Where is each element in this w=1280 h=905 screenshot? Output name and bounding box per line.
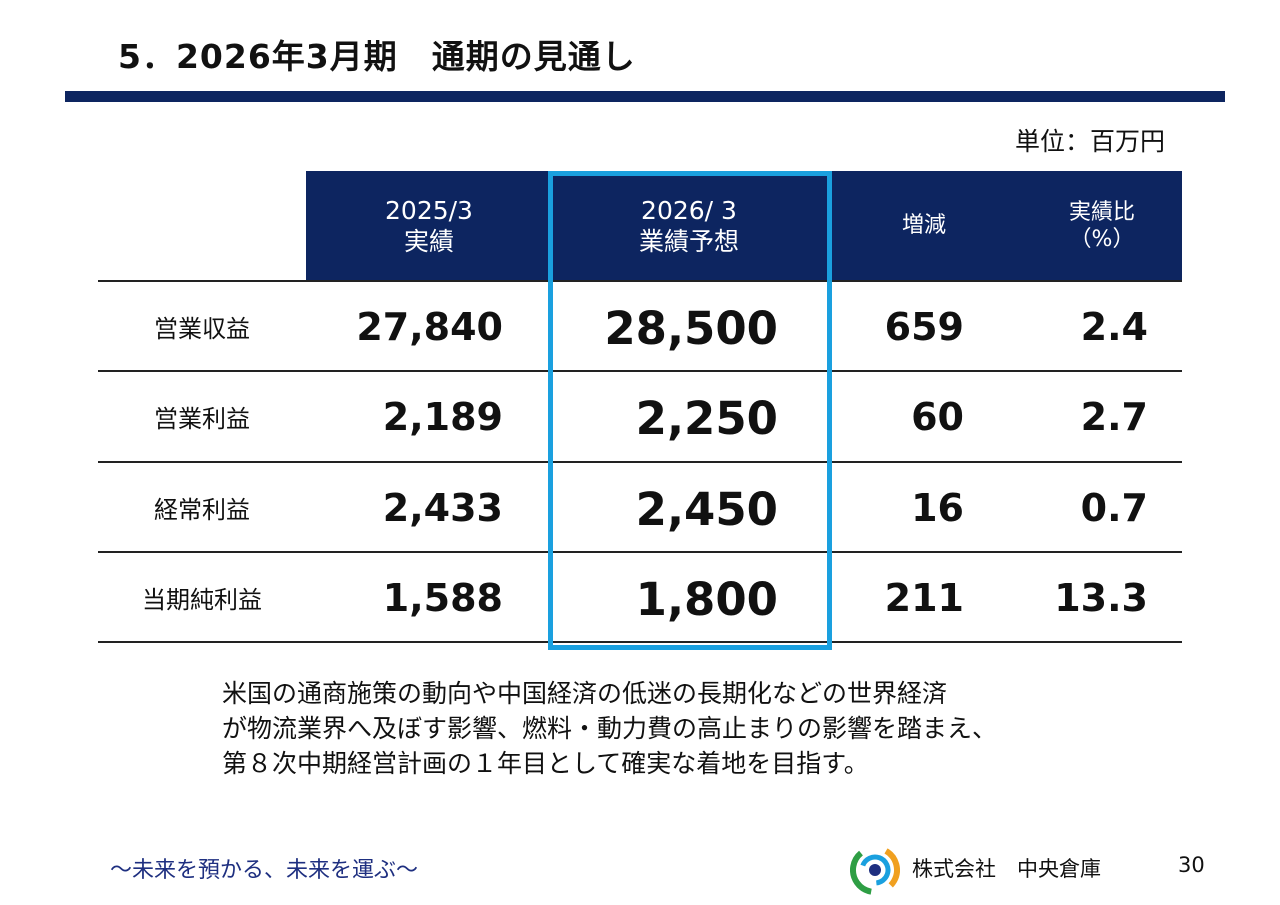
cell-change: 60 [911,394,964,439]
table-rule [98,641,1182,643]
title-underline-bar [65,91,1225,102]
cell-ratio: 2.7 [1080,394,1148,439]
header-change: 増減 [826,171,1022,281]
header-forecast-label: 業績予想 [638,227,739,256]
cell-change: 16 [911,485,964,530]
header-actual-2025: 2025/3 実績 [306,171,552,281]
header-forecast-year: 2026/ 3 [641,195,737,225]
page-number: 30 [1178,853,1205,877]
cell-forecast: 2,250 [635,392,778,445]
table-header-background [306,171,1182,281]
footer-slogan: ～未来を預かる、未来を運ぶ～ [110,858,419,883]
cell-change: 211 [884,575,964,620]
company-logo-icon [850,845,900,895]
cell-ratio: 2.4 [1080,304,1148,349]
row-label-operating-income: 営業利益 [154,405,250,433]
unit-label: 単位：百万円 [1014,127,1165,156]
cell-actual: 27,840 [356,304,503,349]
header-ratio: 実績比 （%） [1022,171,1182,281]
cell-forecast: 1,800 [635,573,778,626]
company-name: 株式会社 中央倉庫 [912,857,1101,881]
header-forecast-2026: 2026/ 3 業績予想 [552,171,826,281]
table-rule [98,551,1182,553]
table-rule [98,370,1182,372]
cell-forecast: 28,500 [604,302,778,355]
header-ratio-label: 実績比 [1068,199,1135,225]
header-ratio-unit: （%） [1069,227,1135,252]
table-rule [98,461,1182,463]
table-rule [98,280,1182,282]
outlook-comment: 米国の通商施策の動向や中国経済の低迷の長期化などの世界経済 が物流業界へ及ぼす影… [222,676,1122,781]
page-title: 5．2026年3月期 通期の見通し [118,37,636,76]
cell-forecast: 2,450 [635,483,778,536]
cell-ratio: 0.7 [1080,485,1148,530]
comment-line: が物流業界へ及ぼす影響、燃料・動力費の高止まりの影響を踏まえ、 [222,714,998,743]
row-label-ordinary-income: 経常利益 [154,496,250,524]
comment-line: 米国の通商施策の動向や中国経済の低迷の長期化などの世界経済 [222,679,948,708]
header-change-label: 増減 [901,213,946,239]
cell-actual: 2,189 [382,394,503,439]
comment-line: 第８次中期経営計画の１年目として確実な着地を目指す。 [222,749,869,778]
row-label-operating-revenue: 営業収益 [154,315,250,343]
cell-change: 659 [884,304,964,349]
cell-actual: 1,588 [382,575,503,620]
header-actual-label: 実績 [403,227,454,256]
header-actual-year: 2025/3 [385,195,473,225]
row-label-net-income: 当期純利益 [142,586,262,614]
cell-ratio: 13.3 [1054,575,1148,620]
cell-actual: 2,433 [382,485,503,530]
